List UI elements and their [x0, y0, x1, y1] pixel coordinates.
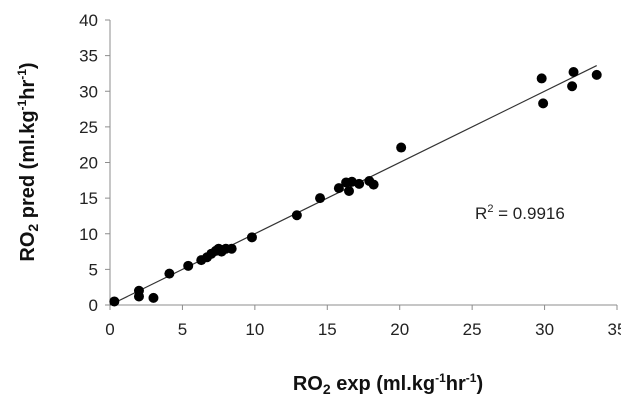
x-tick-labels: 0 5 10 15 20 25 30 35 — [105, 320, 621, 339]
y-tick-labels: 0 5 10 15 20 25 30 35 40 — [79, 11, 98, 315]
x-tick-label: 35 — [608, 320, 621, 339]
data-point — [536, 73, 547, 84]
data-point — [591, 69, 602, 80]
data-point — [354, 178, 365, 189]
y-tick-label: 35 — [79, 47, 98, 66]
y-axis-title: RO2 pred (ml.kg-1hr-1) — [15, 62, 41, 261]
data-point — [246, 232, 257, 243]
data-point — [538, 98, 549, 109]
data-point — [344, 186, 355, 196]
data-point — [333, 183, 344, 194]
y-tick-label: 20 — [79, 154, 98, 173]
y-tick-label: 25 — [79, 118, 98, 137]
data-point — [568, 67, 579, 78]
axes — [105, 19, 618, 310]
data-point — [396, 142, 407, 153]
y-tick-label: 10 — [79, 225, 98, 244]
x-tick-label: 0 — [105, 320, 114, 339]
x-tick-label: 10 — [245, 320, 264, 339]
data-point — [567, 81, 578, 92]
y-tick-label: 5 — [89, 260, 98, 279]
data-point — [226, 243, 237, 254]
data-point — [133, 285, 144, 296]
data-point — [148, 292, 159, 303]
data-point — [183, 260, 194, 271]
data-point — [315, 193, 326, 204]
y-tick-label: 0 — [89, 296, 98, 315]
x-tick-label: 20 — [390, 320, 409, 339]
x-tick-label: 25 — [463, 320, 482, 339]
r-squared-annotation: R2 = 0.9916 — [475, 203, 565, 223]
data-point — [368, 179, 379, 190]
y-tick-label: 40 — [79, 11, 98, 30]
data-point — [164, 268, 175, 279]
y-tick-label: 30 — [79, 82, 98, 101]
x-axis-title: RO2 exp (ml.kg-1hr-1) — [293, 371, 483, 396]
x-tick-label: 30 — [535, 320, 554, 339]
y-tick-label: 15 — [79, 189, 98, 208]
data-point — [291, 210, 302, 221]
data-point — [109, 296, 120, 307]
x-tick-label: 5 — [178, 320, 187, 339]
data-points — [109, 67, 602, 307]
x-tick-label: 15 — [318, 320, 337, 339]
